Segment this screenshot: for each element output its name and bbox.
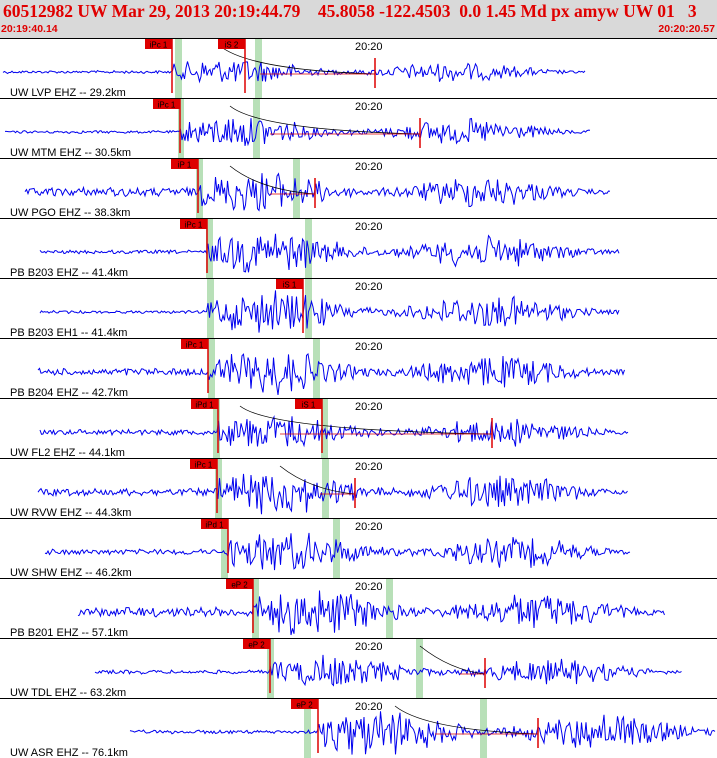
phase-pick-tag (201, 519, 228, 529)
waveform-trace (2, 61, 586, 84)
station-label: UW ASR EHZ -- 76.1km (10, 747, 128, 758)
event-title: 60512982 UW Mar 29, 2013 20:19:44.79 45.… (3, 1, 697, 21)
phase-pick-label: eP 2 (296, 701, 313, 710)
waveform-trace (39, 290, 620, 333)
phase-pick-tag (295, 399, 322, 409)
minute-tick-label: 20:20 (355, 41, 383, 53)
coda-decay-curve (419, 645, 486, 675)
minute-tick-label: 20:20 (355, 161, 383, 173)
phase-pick-label: iS 2 (225, 41, 239, 50)
waveform-trace (39, 414, 629, 448)
s-window (480, 699, 487, 758)
p-window (208, 339, 215, 398)
minute-tick-label: 20:20 (355, 581, 383, 593)
p-window (206, 219, 213, 278)
p-window (304, 699, 311, 758)
phase-pick-label: iPc 1 (158, 101, 176, 110)
phase-pick-tag (243, 639, 270, 649)
station-label: UW RVW EHZ -- 44.3km (10, 507, 131, 519)
minute-tick-label: 20:20 (355, 521, 383, 533)
waveform-trace (24, 172, 611, 212)
phase-pick-label: eP 2 (248, 641, 265, 650)
station-label: PB B203 EH1 -- 41.4km (10, 327, 127, 339)
coda-decay-curve (239, 405, 493, 435)
waveform-trace (5, 117, 591, 147)
phase-pick-tag (190, 459, 217, 469)
minute-tick-label: 20:20 (355, 221, 383, 233)
waveform-trace (39, 233, 620, 273)
waveform-trace (37, 473, 628, 515)
phase-pick-tag (153, 99, 180, 109)
s-window (305, 279, 312, 338)
phase-pick-tag (291, 699, 318, 709)
window-end-time: 20:20:20.57 (658, 23, 715, 35)
phase-pick-label: iS 1 (283, 281, 297, 290)
station-label: UW SHW EHZ -- 46.2km (10, 567, 132, 579)
phase-pick-tag (145, 39, 172, 49)
phase-pick-label: eP 2 (231, 581, 248, 590)
phase-pick-label: iPc 1 (186, 341, 204, 350)
seismogram-panel: 20:20 iPc 1 iS 2 UW LVP EHZ -- 29.2km 20:20 i… (0, 38, 717, 758)
phase-pick-label: iPc 1 (150, 41, 168, 50)
minute-tick-label: 20:20 (355, 401, 383, 413)
p-window (221, 519, 228, 578)
station-label: UW TDL EHZ -- 63.2km (10, 687, 126, 699)
minute-tick-label: 20:20 (355, 701, 383, 713)
minute-tick-label: 20:20 (355, 101, 383, 113)
s-window (313, 339, 320, 398)
coda-decay-curve (229, 165, 316, 195)
phase-pick-tag (180, 219, 207, 229)
phase-pick-label: iPc 1 (185, 221, 203, 230)
station-label: UW MTM EHZ -- 30.5km (10, 147, 131, 159)
waveform-trace (77, 590, 665, 636)
minute-tick-label: 20:20 (355, 461, 383, 473)
phase-pick-tag (191, 399, 218, 409)
station-label: UW FL2 EHZ -- 44.1km (10, 447, 125, 459)
coda-decay-curve (394, 705, 539, 735)
phase-pick-label: iPc 1 (195, 461, 213, 470)
phase-pick-tag (171, 159, 198, 169)
phase-pick-tag (226, 579, 253, 589)
s-window (321, 399, 328, 458)
minute-tick-label: 20:20 (355, 341, 383, 353)
window-start-time: 20:19:40.14 (1, 23, 58, 35)
p-window (252, 579, 259, 638)
station-label: UW LVP EHZ -- 29.2km (10, 87, 126, 99)
phase-pick-tag (276, 279, 303, 289)
phase-pick-label: iS 1 (302, 401, 316, 410)
coda-decay-curve (229, 105, 421, 135)
phase-pick-label: iPd 1 (195, 401, 214, 410)
station-label: PB B204 EHZ -- 42.7km (10, 387, 128, 399)
waveform-trace (44, 532, 631, 571)
station-label: PB B201 EHZ -- 57.1km (10, 627, 128, 639)
minute-tick-label: 20:20 (355, 641, 383, 653)
p-window (213, 399, 220, 458)
s-window (293, 159, 300, 218)
station-label: UW PGO EHZ -- 38.3km (10, 207, 130, 219)
waveform-trace (37, 353, 625, 395)
coda-decay-curve (279, 465, 356, 495)
phase-pick-tag (181, 339, 208, 349)
phase-pick-label: iP 1 (178, 161, 192, 170)
waveform-trace (129, 711, 716, 755)
s-window (255, 39, 262, 98)
p-window (178, 99, 184, 158)
minute-tick-label: 20:20 (355, 281, 383, 293)
waveform-trace (94, 654, 682, 687)
phase-pick-tag (218, 39, 245, 49)
phase-pick-label: iPd 1 (205, 521, 224, 530)
s-window (333, 519, 340, 578)
s-window (416, 639, 423, 698)
station-label: PB B203 EHZ -- 41.4km (10, 267, 128, 279)
event-header: 60512982 UW Mar 29, 2013 20:19:44.79 45.… (0, 0, 717, 38)
p-window (175, 39, 182, 98)
coda-decay-curve (219, 45, 376, 75)
